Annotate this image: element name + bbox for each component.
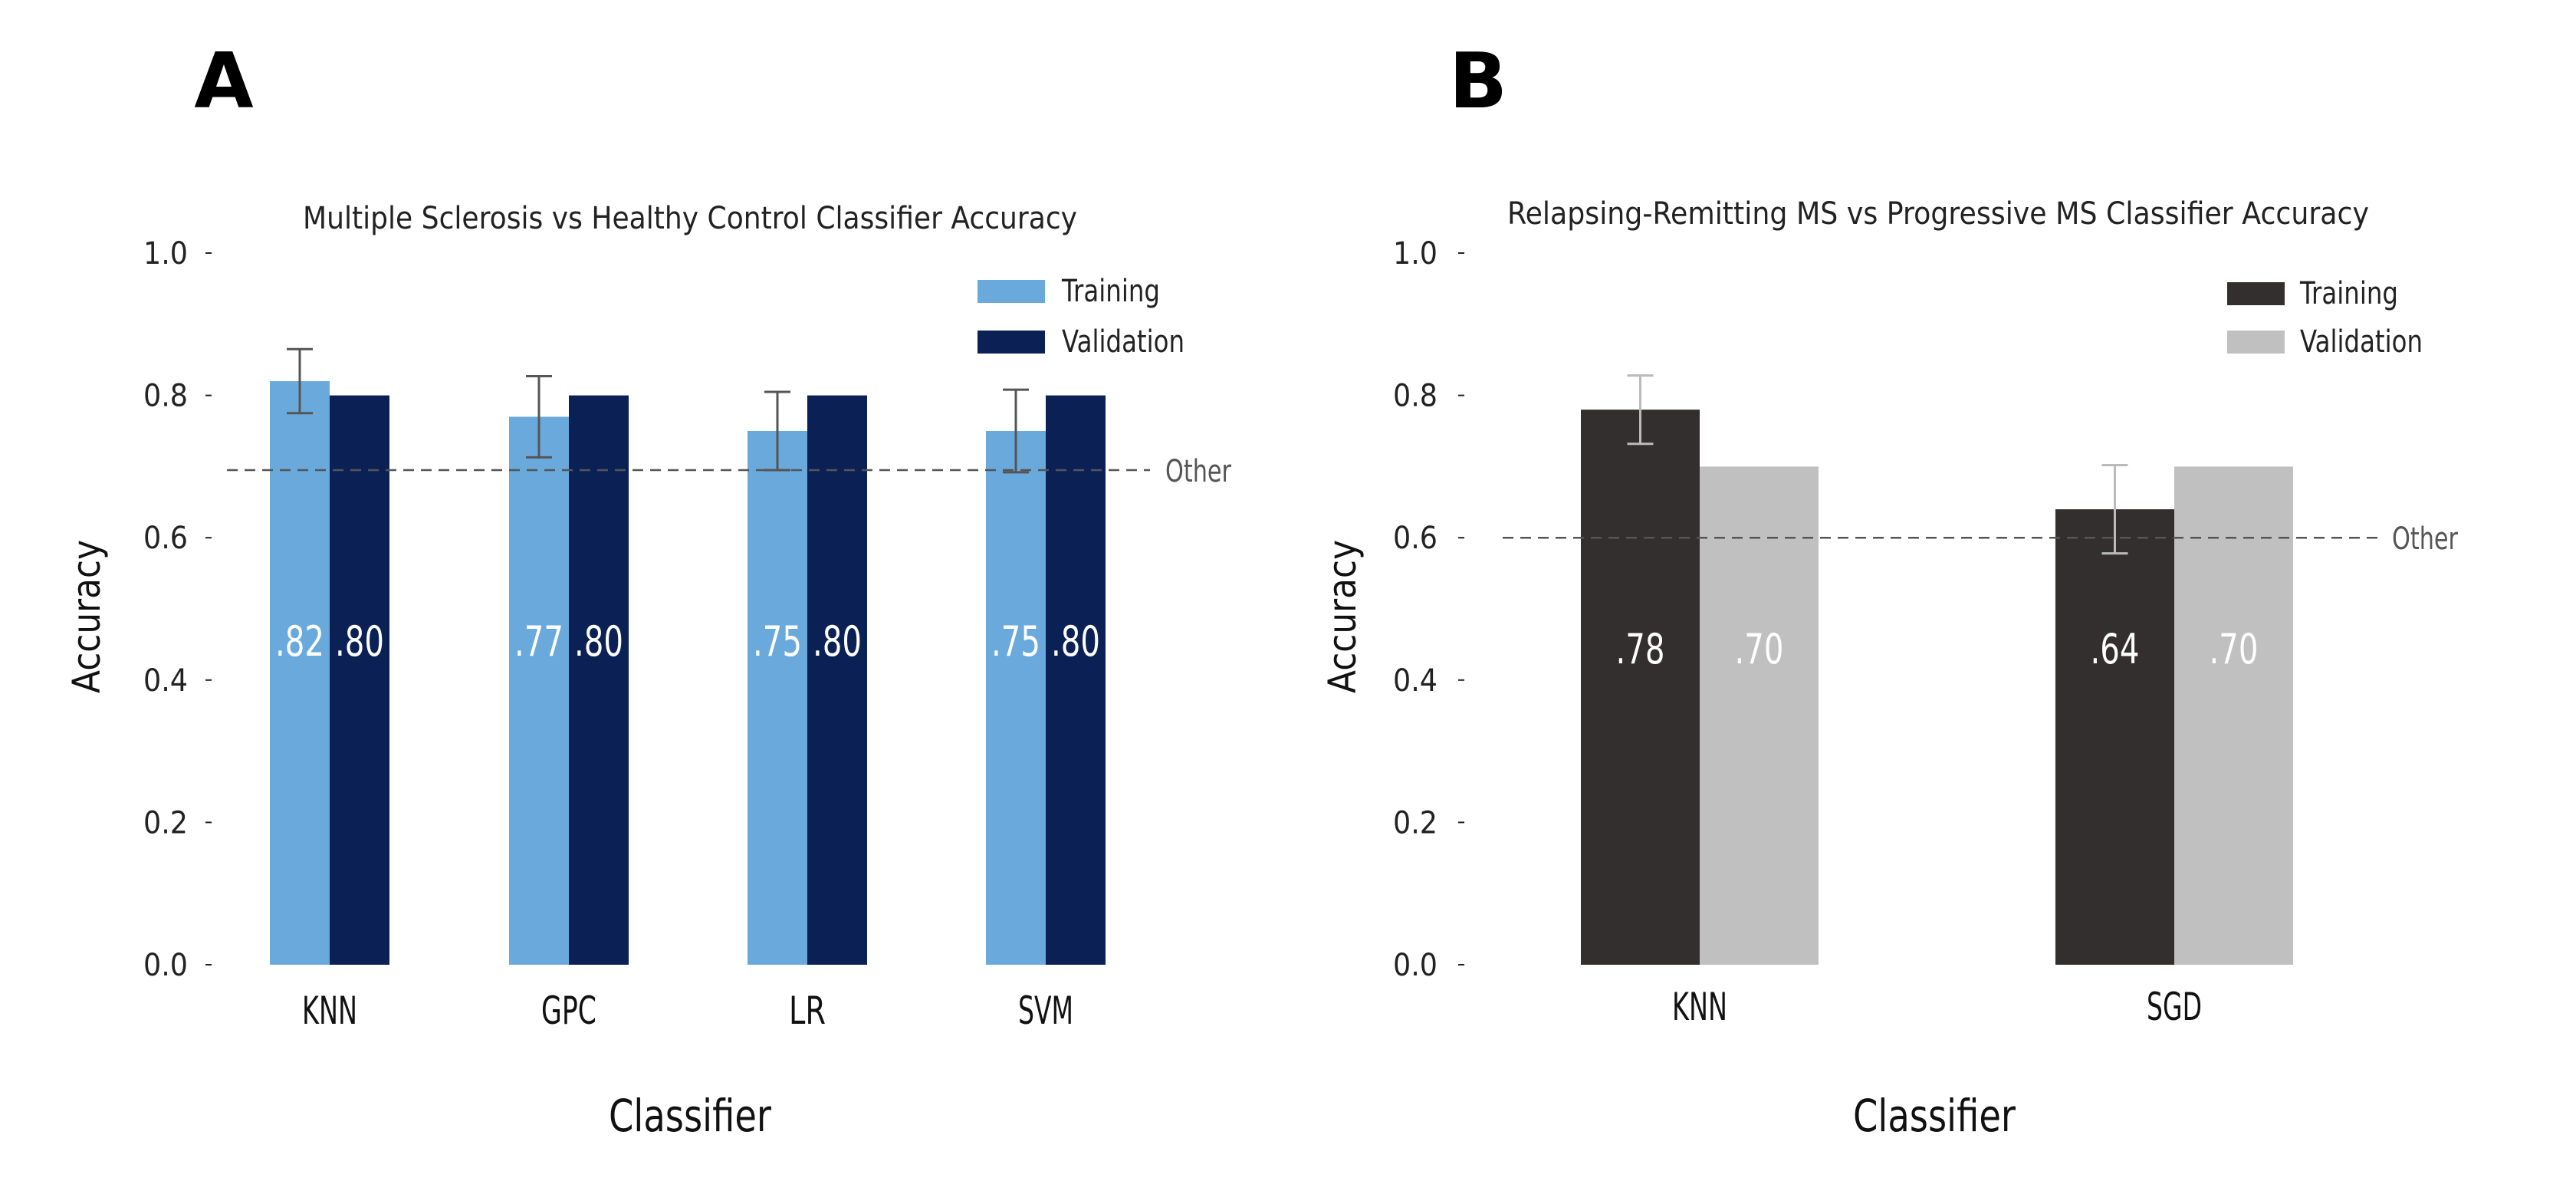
panel-a-data-label: .80 [335,617,384,666]
panel-b-bar-validation-sgd [2174,466,2293,965]
panel-b-reference-label: Other [2392,521,2458,557]
panel-a-x-axis-label: Classifier [609,1090,771,1142]
panel-a-legend-swatch-training [978,280,1045,303]
panel-a-data-label: .77 [514,617,564,666]
panel-a-bar-validation-svm [1046,395,1106,965]
panel-b-xtick-label: SGD [2147,985,2202,1029]
panel-a-data-label: .82 [275,617,324,666]
panel-b-ytick-label: 0.4 [1393,663,1438,699]
panel-b-ytick-label: 0.8 [1393,379,1438,414]
panel-a-ytick-label: 0.8 [143,379,188,414]
panel-b-xtick-label: KNN [1672,985,1727,1029]
panel-b-bar-validation-knn [1700,466,1819,965]
panel-b-ytick-label: 0.2 [1393,805,1438,841]
panel-a-bar-training-knn [270,381,330,965]
panel-b-ytick-label: 0.6 [1393,521,1438,556]
panel-b-legend-swatch-training [2227,282,2285,305]
panel-b-data-label: .78 [1616,625,1665,673]
panel-b-ytick-label: 0.0 [1393,948,1438,983]
panel-b-data-label: .70 [1735,625,1784,673]
panel-a-letter: A [194,36,253,126]
panel-b-legend-label-training: Training [2299,276,2398,311]
panel-a-ytick-label: 0.6 [143,521,188,556]
panel-b-data-label: .70 [2210,625,2259,673]
panel-a-data-label: .80 [813,617,862,666]
panel-a-legend-label-training: Training [1061,274,1160,309]
panel-a-data-label: .80 [1051,617,1100,666]
panel-b-x-axis-label: Classifier [1853,1090,2016,1142]
panel-b-data-label: .64 [2091,625,2140,673]
panel-a-data-label: .75 [991,617,1040,666]
panel-b-ytick-label: 1.0 [1393,236,1438,271]
panel-a-data-label: .80 [574,617,623,666]
panel-a-reference-label: Other [1165,454,1231,489]
panel-a-ytick-label: 0.0 [143,948,188,983]
panel-a-title: Multiple Sclerosis vs Healthy Control Cl… [303,201,1077,236]
panel-a-ytick-label: 0.4 [143,663,188,699]
panel-a-legend-swatch-validation [978,331,1045,354]
panel-a-bar-training-svm [986,431,1046,965]
panel-a-xtick-label: GPC [541,989,596,1033]
panel-b-legend-label-validation: Validation [2300,324,2423,360]
panel-b-legend-swatch-validation [2227,331,2285,354]
panel-b-bar-training-sgd [2055,509,2174,965]
panel-a-ytick-label: 1.0 [143,236,188,271]
panel-a-ytick-label: 0.2 [143,805,188,841]
panel-a-bar-validation-gpc [569,395,629,965]
panel-a-xtick-label: LR [789,989,826,1033]
panel-b-bar-training-knn [1581,410,1700,965]
panel-a-legend-label-validation: Validation [1062,324,1184,360]
panel-a-xtick-label: SVM [1018,989,1073,1033]
panel-b-y-axis-label: Accuracy [1320,540,1365,693]
panel-a-bar-training-lr [748,431,807,965]
panel-a-bar-training-gpc [509,416,569,965]
panel-a-y-axis-label: Accuracy [64,540,109,693]
panel-b-title: Relapsing-Remitting MS vs Progressive MS… [1507,196,2369,232]
panel-a-bar-validation-lr [807,395,867,965]
panel-a-bar-validation-knn [330,395,389,965]
panel-a-xtick-label: KNN [302,989,357,1033]
panel-a-data-label: .75 [753,617,802,666]
panel-b-letter: B [1449,36,1507,126]
